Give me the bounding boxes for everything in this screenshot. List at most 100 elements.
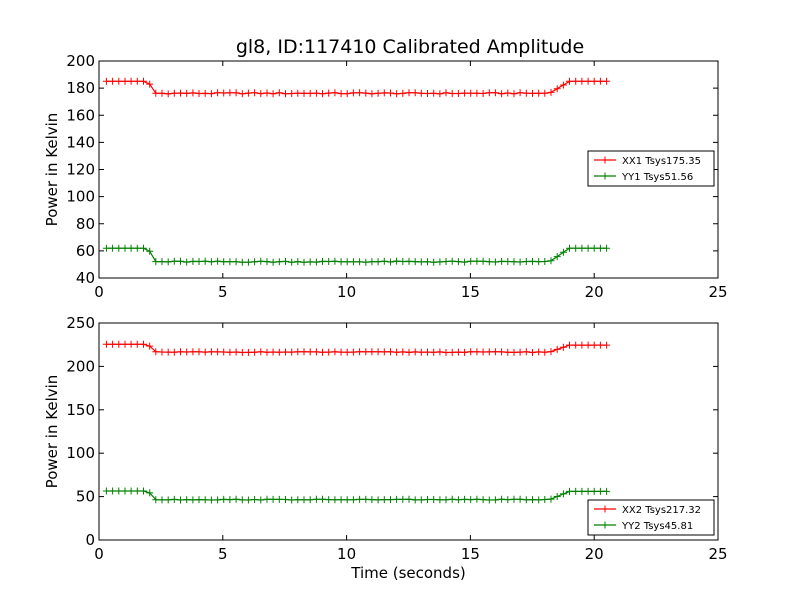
data-point <box>387 89 394 97</box>
data-point <box>195 348 203 356</box>
data-point <box>102 77 110 85</box>
data-point <box>220 495 228 503</box>
data-point <box>232 258 240 266</box>
data-point <box>263 495 271 503</box>
data-point <box>109 244 117 252</box>
data-point <box>158 348 166 356</box>
data-point <box>319 257 326 265</box>
data-point <box>201 348 209 356</box>
data-point <box>115 244 123 252</box>
data-point <box>207 496 215 504</box>
data-point <box>424 496 431 503</box>
data-point <box>461 348 469 356</box>
data-point <box>442 89 450 97</box>
data-point <box>294 496 302 504</box>
data-point <box>578 244 586 252</box>
data-point <box>596 487 604 495</box>
data-point <box>405 495 413 503</box>
data-point <box>269 348 277 356</box>
data-point <box>417 89 425 97</box>
data-point <box>529 257 536 265</box>
data-point <box>374 348 382 356</box>
data-point <box>325 348 333 356</box>
data-point <box>226 89 234 97</box>
legend-marker <box>601 156 609 164</box>
data-point <box>430 258 438 266</box>
data-point <box>282 257 289 265</box>
data-point <box>201 89 209 97</box>
data-point <box>491 496 499 504</box>
data-point <box>140 487 147 495</box>
data-point <box>547 348 555 356</box>
data-point <box>127 244 135 252</box>
data-point <box>251 348 259 356</box>
data-point <box>559 81 567 89</box>
data-point <box>109 340 117 348</box>
data-point <box>424 258 431 266</box>
y-tick-label: 40 <box>76 269 95 287</box>
data-point <box>214 496 222 504</box>
legend-marker <box>601 521 609 529</box>
data-point <box>566 487 573 495</box>
legend-label: YY1 Tsys51.56 <box>621 172 693 183</box>
data-point <box>195 496 203 504</box>
data-point <box>411 496 419 504</box>
x-tick-label: 0 <box>94 283 104 301</box>
data-point <box>380 348 388 356</box>
data-point <box>596 341 604 349</box>
data-point <box>572 77 580 85</box>
data-point <box>547 88 555 96</box>
data-point <box>510 90 518 98</box>
data-point <box>244 496 252 504</box>
data-point <box>319 495 326 503</box>
data-point <box>522 348 530 356</box>
data-point <box>368 90 376 98</box>
data-point <box>399 348 407 356</box>
series-markers <box>102 77 611 98</box>
data-point <box>263 258 271 266</box>
data-point <box>164 258 172 266</box>
data-point <box>535 258 543 266</box>
data-point <box>164 90 172 98</box>
data-point <box>547 257 555 265</box>
x-tick-label: 0 <box>94 545 104 563</box>
data-point <box>300 258 308 266</box>
x-tick-label: 20 <box>585 283 604 301</box>
data-point <box>170 257 178 265</box>
data-point <box>306 348 314 356</box>
data-point <box>485 89 493 97</box>
data-point <box>529 349 536 356</box>
data-point <box>331 89 339 97</box>
data-point <box>461 89 469 97</box>
data-point <box>343 258 351 266</box>
data-point <box>238 258 246 266</box>
x-tick-label: 5 <box>218 283 228 301</box>
data-point <box>454 90 462 97</box>
data-point <box>189 496 197 504</box>
data-point <box>158 496 166 504</box>
legend-label: XX1 Tsys175.35 <box>622 156 701 167</box>
data-point <box>152 258 160 266</box>
data-point <box>269 258 277 266</box>
data-point <box>473 348 481 356</box>
data-point <box>170 495 178 503</box>
data-point <box>158 258 166 266</box>
data-point <box>479 90 487 97</box>
data-point <box>473 495 481 503</box>
data-point <box>226 496 234 504</box>
data-point <box>244 348 252 356</box>
data-point <box>183 258 191 266</box>
data-point <box>201 496 209 504</box>
data-point <box>590 487 598 495</box>
data-point <box>207 90 215 98</box>
data-point <box>578 341 586 349</box>
data-point <box>146 247 154 255</box>
data-point <box>195 258 203 265</box>
data-point <box>164 496 172 504</box>
data-point <box>380 89 388 97</box>
x-tick-label: 15 <box>461 283 480 301</box>
data-point <box>109 487 117 495</box>
data-point <box>325 89 333 97</box>
data-point <box>257 90 265 98</box>
data-point <box>343 90 351 98</box>
